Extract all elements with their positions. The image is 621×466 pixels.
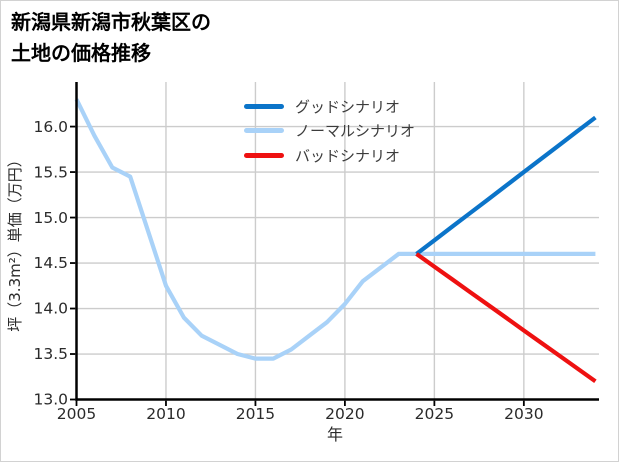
y-tick-label: 15.0 bbox=[33, 209, 68, 227]
chart-title-line1: 新潟県新潟市秋葉区の bbox=[11, 10, 211, 34]
legend-label-normal: ノーマルシナリオ bbox=[295, 122, 416, 140]
x-tick-label: 2025 bbox=[415, 405, 454, 423]
legend-swatch-good bbox=[244, 103, 284, 109]
legend-item-bad: バッドシナリオ bbox=[244, 145, 415, 165]
legend-item-good: グッドシナリオ bbox=[244, 96, 415, 116]
y-tick-label: 13.0 bbox=[33, 391, 68, 409]
x-axis-label: 年 bbox=[327, 425, 343, 444]
y-tick-label: 14.0 bbox=[33, 300, 68, 318]
x-tick-label: 2030 bbox=[504, 405, 543, 423]
legend-label-bad: バッドシナリオ bbox=[295, 146, 401, 165]
legend-item-normal: ノーマルシナリオ bbox=[244, 121, 415, 141]
y-tick-label: 14.5 bbox=[33, 254, 68, 272]
chart-title: 新潟県新潟市秋葉区の 土地の価格推移 bbox=[11, 7, 211, 69]
legend: グッドシナリオ ノーマルシナリオ バッドシナリオ bbox=[244, 96, 415, 170]
y-tick-label: 15.5 bbox=[33, 163, 68, 181]
y-tick-label: 16.0 bbox=[33, 118, 68, 136]
legend-label-good: グッドシナリオ bbox=[295, 97, 401, 116]
x-tick-label: 2015 bbox=[236, 405, 275, 423]
chart-title-line2: 土地の価格推移 bbox=[11, 41, 151, 65]
legend-swatch-bad bbox=[244, 152, 284, 158]
legend-swatch-normal bbox=[244, 128, 284, 133]
x-tick-label: 2005 bbox=[57, 405, 96, 423]
x-tick-label: 2020 bbox=[325, 405, 364, 423]
y-tick-label: 13.5 bbox=[33, 345, 68, 363]
series-line-bad bbox=[415, 252, 597, 384]
x-tick-label: 2010 bbox=[146, 405, 185, 423]
series-line-normal bbox=[74, 98, 596, 361]
y-axis-label: 坪（3.3m²）単価（万円） bbox=[6, 152, 24, 331]
series-line-good bbox=[415, 115, 597, 256]
